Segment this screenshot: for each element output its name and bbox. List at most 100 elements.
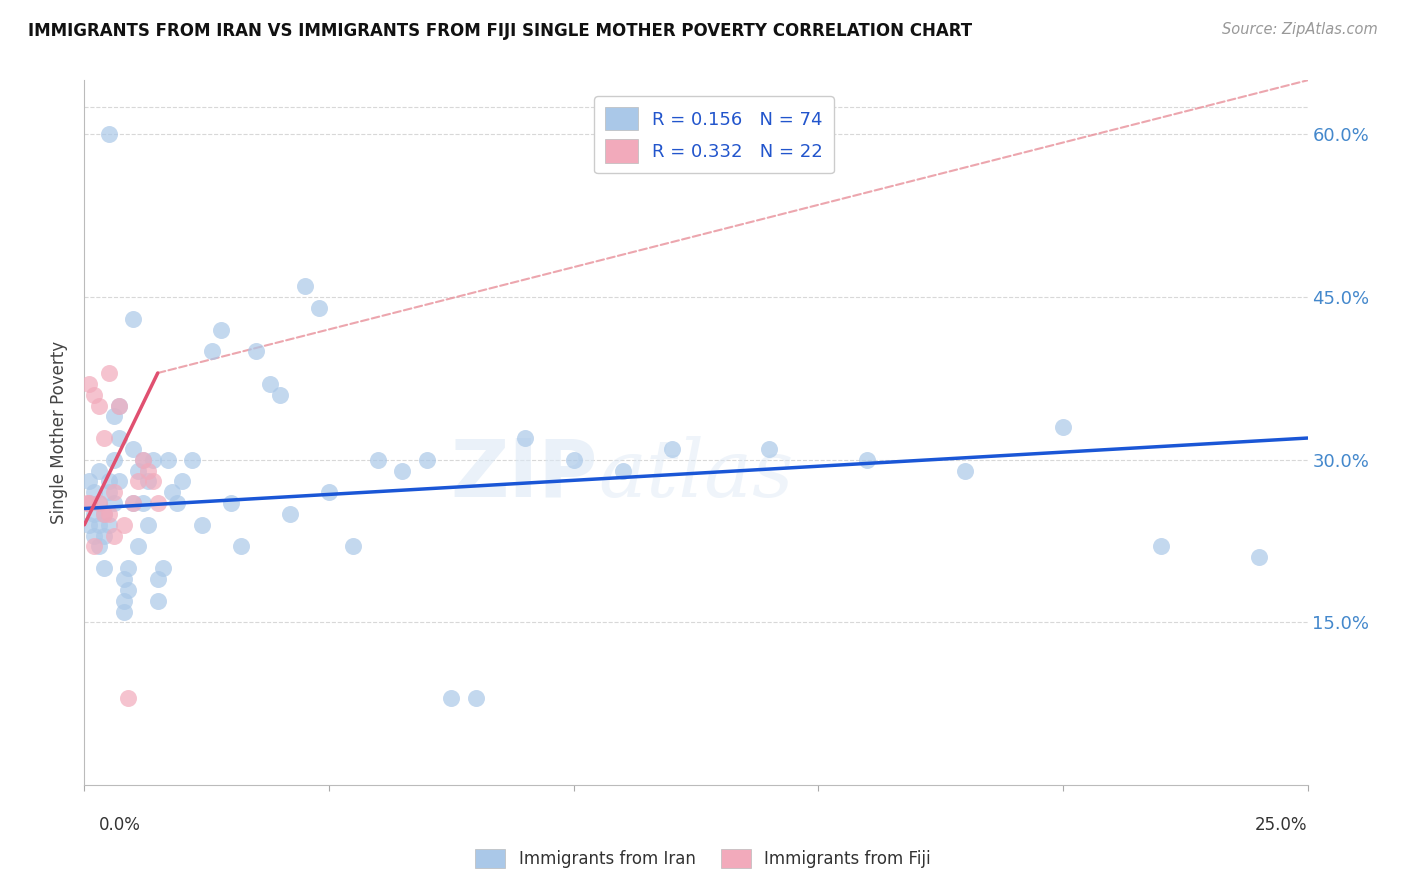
Point <box>758 442 780 456</box>
Point <box>97 507 120 521</box>
Point <box>97 366 120 380</box>
Point <box>612 464 634 478</box>
Point <box>93 528 115 542</box>
Point <box>156 452 179 467</box>
Point <box>93 507 115 521</box>
Point <box>112 605 135 619</box>
Point <box>97 128 120 142</box>
Point <box>1150 540 1173 554</box>
Point <box>146 572 169 586</box>
Point <box>117 582 139 597</box>
Point <box>367 452 389 467</box>
Point <box>103 496 125 510</box>
Point <box>513 431 536 445</box>
Text: 25.0%: 25.0% <box>1256 816 1308 834</box>
Text: ZIP: ZIP <box>451 436 598 514</box>
Point <box>278 507 301 521</box>
Point <box>269 387 291 401</box>
Point <box>103 409 125 424</box>
Point <box>77 496 100 510</box>
Point <box>77 496 100 510</box>
Point <box>87 540 110 554</box>
Point <box>162 485 184 500</box>
Point <box>107 431 129 445</box>
Point <box>83 540 105 554</box>
Text: Source: ZipAtlas.com: Source: ZipAtlas.com <box>1222 22 1378 37</box>
Point <box>1052 420 1074 434</box>
Point <box>97 475 120 489</box>
Point <box>83 528 105 542</box>
Point <box>146 496 169 510</box>
Point <box>97 485 120 500</box>
Point <box>103 528 125 542</box>
Point <box>87 464 110 478</box>
Point <box>127 540 149 554</box>
Point <box>308 301 330 315</box>
Point <box>200 344 222 359</box>
Point <box>112 593 135 607</box>
Point <box>87 517 110 532</box>
Point <box>107 399 129 413</box>
Point <box>103 485 125 500</box>
Point <box>953 464 976 478</box>
Point <box>132 496 155 510</box>
Point <box>464 691 486 706</box>
Point <box>97 517 120 532</box>
Point <box>117 691 139 706</box>
Point <box>87 496 110 510</box>
Point <box>117 561 139 575</box>
Point <box>87 496 110 510</box>
Point <box>191 517 214 532</box>
Point <box>77 475 100 489</box>
Point <box>209 323 232 337</box>
Point <box>107 475 129 489</box>
Point <box>229 540 252 554</box>
Point <box>440 691 463 706</box>
Point <box>122 311 145 326</box>
Point <box>294 279 316 293</box>
Point <box>83 387 105 401</box>
Point <box>127 475 149 489</box>
Point <box>93 431 115 445</box>
Point <box>245 344 267 359</box>
Point <box>83 485 105 500</box>
Point <box>76 496 98 510</box>
Point <box>132 452 155 467</box>
Point <box>142 475 165 489</box>
Legend: R = 0.156   N = 74, R = 0.332   N = 22: R = 0.156 N = 74, R = 0.332 N = 22 <box>595 96 834 173</box>
Text: 0.0%: 0.0% <box>98 816 141 834</box>
Point <box>856 452 879 467</box>
Point <box>146 593 169 607</box>
Y-axis label: Single Mother Poverty: Single Mother Poverty <box>51 341 69 524</box>
Point <box>136 464 159 478</box>
Point <box>181 452 204 467</box>
Text: atlas: atlas <box>598 436 793 514</box>
Point <box>127 464 149 478</box>
Point <box>219 496 242 510</box>
Point <box>83 507 105 521</box>
Point <box>661 442 683 456</box>
Point <box>342 540 364 554</box>
Point <box>318 485 340 500</box>
Point <box>122 496 145 510</box>
Point <box>112 517 135 532</box>
Point <box>93 561 115 575</box>
Legend: Immigrants from Iran, Immigrants from Fiji: Immigrants from Iran, Immigrants from Fi… <box>468 842 938 875</box>
Point <box>122 496 145 510</box>
Point <box>142 452 165 467</box>
Point <box>87 399 110 413</box>
Point <box>122 442 145 456</box>
Point <box>152 561 174 575</box>
Point <box>259 376 281 391</box>
Point <box>112 572 135 586</box>
Text: IMMIGRANTS FROM IRAN VS IMMIGRANTS FROM FIJI SINGLE MOTHER POVERTY CORRELATION C: IMMIGRANTS FROM IRAN VS IMMIGRANTS FROM … <box>28 22 972 40</box>
Point <box>172 475 194 489</box>
Point <box>391 464 413 478</box>
Point <box>77 376 100 391</box>
Point <box>132 452 155 467</box>
Point <box>107 399 129 413</box>
Point <box>93 507 115 521</box>
Point <box>136 475 159 489</box>
Point <box>416 452 439 467</box>
Point <box>166 496 188 510</box>
